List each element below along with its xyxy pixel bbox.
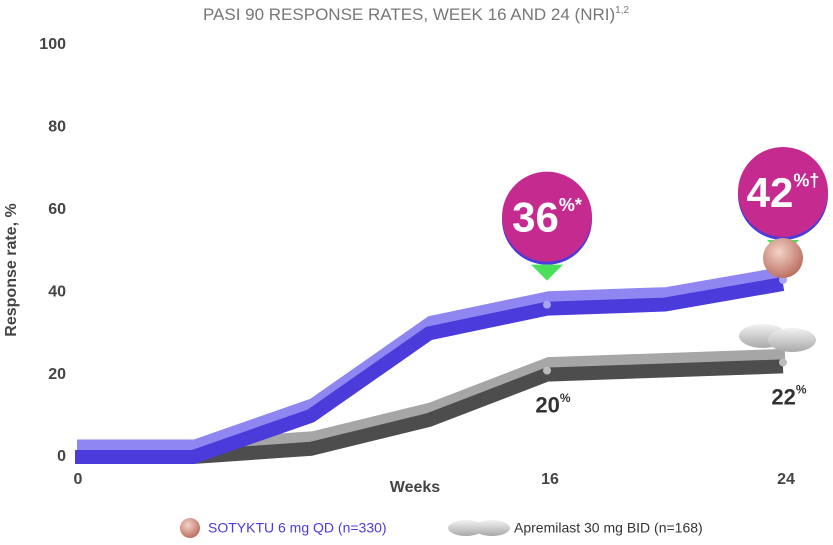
apremilast-pill (768, 328, 816, 352)
bubble (738, 146, 828, 237)
label-number: 42 (747, 169, 794, 216)
data-label: 20% (535, 391, 570, 417)
data-label: 42%† (747, 169, 820, 216)
x-axis-title: Weeks (390, 479, 441, 496)
legend-label: Apremilast 30 mg BID (n=168) (514, 520, 703, 536)
y-tick-label: 20 (48, 366, 66, 383)
y-tick-label: 60 (48, 201, 66, 218)
series-line (75, 277, 785, 464)
chart-title: PASI 90 RESPONSE RATES, WEEK 16 AND 24 (… (203, 5, 630, 25)
legend-icon (448, 520, 484, 536)
label-suffix: %* (559, 195, 582, 215)
y-tick-label: 40 (48, 283, 66, 300)
bubble (502, 171, 592, 262)
label-number: 22 (771, 384, 795, 409)
label-number: 36 (512, 194, 559, 241)
data-point (543, 366, 551, 375)
y-axis-title: Response rate, % (3, 203, 20, 336)
y-tick-label: 80 (48, 119, 66, 136)
data-point (779, 275, 787, 284)
legend-icon (180, 518, 200, 538)
x-tick-label: 0 (74, 471, 83, 488)
y-tick-label: 100 (39, 36, 66, 53)
legend-icon (474, 520, 510, 536)
title-refs: 1,2 (615, 5, 629, 16)
y-tick-label: 0 (57, 448, 66, 465)
data-point (779, 358, 787, 367)
legend-label: SOTYKTU 6 mg QD (n=330) (208, 520, 387, 536)
label-number: 20 (535, 392, 559, 417)
data-point (543, 300, 551, 309)
data-label: 22% (771, 383, 806, 409)
pill-icons (739, 238, 816, 352)
label-suffix: % (796, 383, 807, 397)
x-tick-label: 24 (777, 471, 795, 488)
ribbon-top (77, 266, 787, 453)
bubble-pointer (531, 264, 563, 281)
sotyktu-pill (763, 238, 803, 278)
data-label: 36%* (512, 194, 582, 241)
label-suffix: %† (793, 170, 819, 190)
label-suffix: % (560, 391, 571, 405)
x-tick-label: 16 (541, 471, 559, 488)
title-text: PASI 90 RESPONSE RATES, WEEK 16 AND 24 (… (203, 5, 615, 24)
